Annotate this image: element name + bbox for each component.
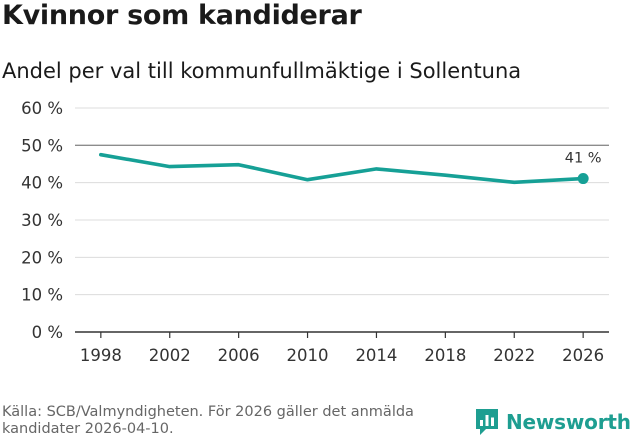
series-line	[99, 152, 586, 185]
x-tick-label: 2010	[287, 346, 329, 365]
y-tick-label: 30 %	[21, 211, 63, 230]
newsworthy-logo: Newsworthy	[474, 407, 631, 437]
x-tick-label: 2018	[424, 346, 466, 365]
chart-title: Kvinnor som kandiderar	[2, 0, 362, 31]
series-layer	[99, 152, 589, 185]
y-tick-label: 10 %	[21, 286, 63, 305]
x-tick-label: 2002	[149, 346, 191, 365]
newsworthy-logo-icon	[476, 409, 498, 435]
x-tick-label: 2022	[493, 346, 535, 365]
x-tick-label: 2026	[562, 346, 604, 365]
chart-subtitle: Andel per val till kommunfullmäktige i S…	[2, 59, 522, 83]
grid-layer	[75, 107, 609, 296]
label-layer: 41 %	[565, 151, 602, 167]
y-tick-label: 40 %	[21, 174, 63, 193]
y-tick-label: 60 %	[21, 99, 63, 118]
y-tick-label: 50 %	[21, 136, 63, 155]
x-tick-label: 2006	[218, 346, 260, 365]
data-label: 41 %	[565, 151, 602, 167]
x-tick-label: 1998	[80, 346, 122, 365]
brand-name: Newsworthy	[506, 410, 631, 434]
x-tick-label: 2014	[355, 346, 397, 365]
axis-layer: 0 % 10 % 20 % 30 % 40 % 50 % 60 % 1998 2002 2006 2…	[21, 99, 609, 365]
y-tick-label: 0 %	[32, 323, 63, 342]
y-tick-label: 20 %	[21, 248, 63, 267]
end-point-marker	[577, 173, 589, 185]
source-note: Källa: SCB/Valmyndigheten. För 2026 gäll…	[2, 404, 414, 437]
